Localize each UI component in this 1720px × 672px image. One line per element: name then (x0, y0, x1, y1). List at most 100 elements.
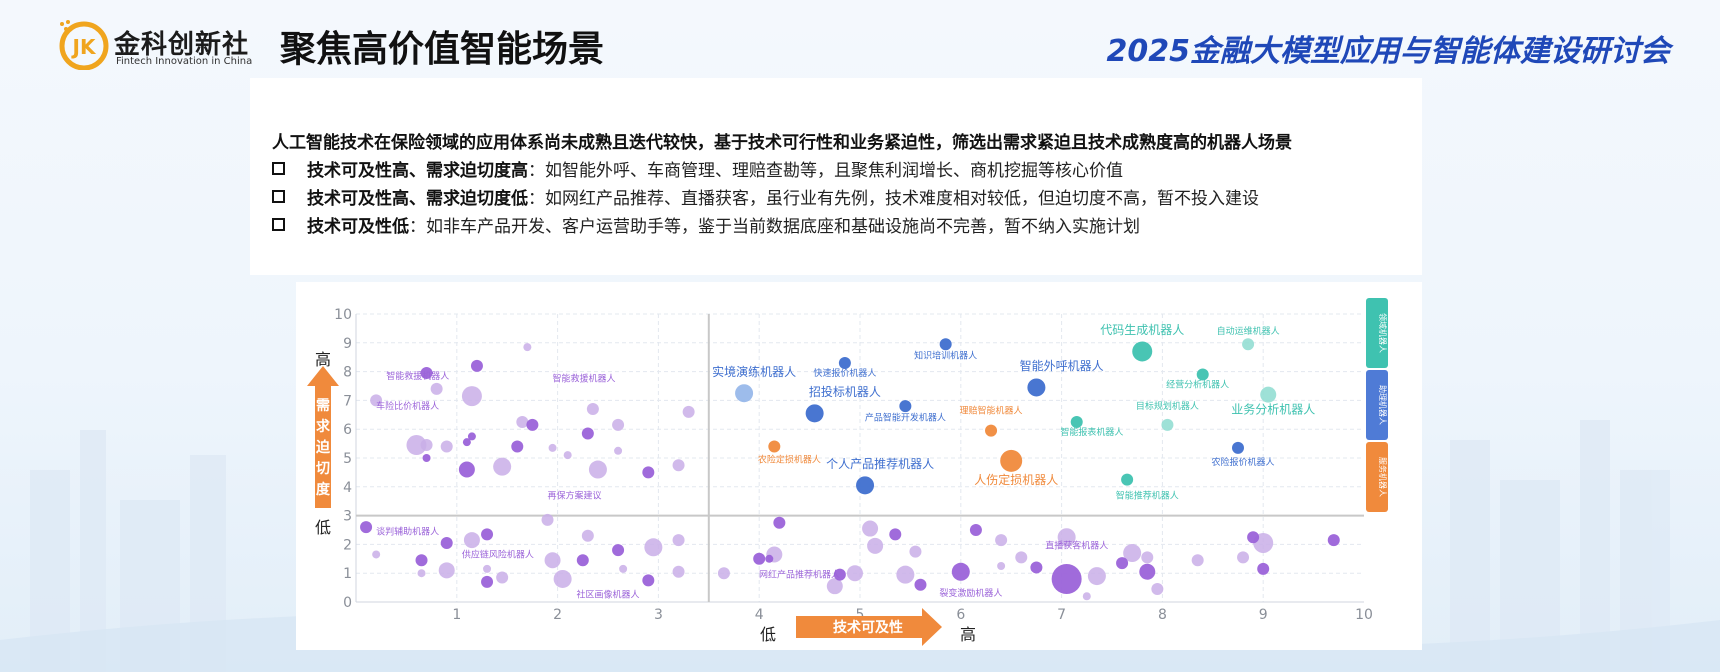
bullet-heading: 技术可及性高、需求迫切度高 (307, 161, 528, 181)
point-label: 谈判辅助机器人 (376, 525, 439, 537)
data-point (372, 550, 381, 559)
legend-swatch (1366, 298, 1388, 368)
data-point (1087, 567, 1106, 586)
data-point (516, 416, 529, 428)
bullet-square-icon (272, 190, 285, 203)
data-point (586, 403, 599, 416)
data-point (1123, 544, 1142, 563)
data-point (463, 532, 480, 549)
data-point (889, 528, 902, 541)
point-label: 车险比价机器人 (376, 400, 439, 412)
data-point (969, 524, 982, 536)
data-point (995, 534, 1008, 547)
point-label: 目标规划机器人 (1136, 400, 1199, 412)
data-point (438, 562, 455, 579)
data-point (415, 554, 428, 567)
data-point (1232, 441, 1244, 454)
point-label: 人伤定损机器人 (974, 472, 1058, 487)
data-point (440, 536, 453, 549)
data-point (493, 457, 512, 476)
data-point (1116, 557, 1129, 570)
y-tick-label: 5 (343, 451, 352, 467)
point-label: 社区画像机器人 (576, 589, 639, 601)
data-point (458, 461, 475, 478)
chart-panel: 1 2 3 4 5 6 7 8 9 10 0 1 2 3 4 5 6 7 8 9 10 代码生成机器人 自动运维机器人 知识培… (296, 282, 1422, 650)
data-point (1260, 386, 1277, 403)
y-axis-high-label: 高 (315, 350, 331, 369)
point-label: 智能救援机器人 (386, 370, 449, 382)
data-point (612, 544, 625, 557)
data-point (1051, 563, 1082, 594)
x-tick-label: 3 (654, 607, 663, 623)
data-point (672, 534, 685, 547)
data-point (951, 562, 970, 581)
data-point (717, 567, 730, 580)
data-point (526, 418, 539, 431)
y-axis-title-char: 切 (316, 461, 330, 477)
y-tick-label: 10 (334, 307, 352, 323)
data-point (642, 574, 655, 587)
x-axis-low-label: 低 (760, 625, 776, 644)
data-point (1015, 551, 1028, 564)
data-point (1057, 528, 1076, 547)
data-point (1139, 563, 1156, 580)
data-point (1030, 561, 1043, 574)
data-point (581, 529, 594, 542)
data-point (1247, 531, 1260, 544)
point-label: 理赔智能机器人 (960, 404, 1023, 416)
data-point (420, 367, 433, 380)
y-axis-title-char: 需 (316, 397, 330, 414)
data-point (909, 545, 922, 558)
legend-label: 服务机器人 (1378, 457, 1388, 497)
data-point (867, 537, 884, 554)
y-tick-label: 9 (343, 336, 352, 352)
x-tick-label: 7 (1057, 607, 1066, 623)
x-tick-label: 8 (1158, 607, 1167, 623)
data-point (735, 384, 754, 403)
point-label: 个人产品推荐机器人 (826, 457, 934, 471)
data-point (422, 454, 431, 462)
data-point (997, 562, 1006, 570)
data-point (470, 359, 483, 372)
point-label: 再保方案建议 (548, 489, 602, 501)
data-point (1161, 418, 1174, 431)
bullet-text: ：如网红产品推荐、直播获客，虽行业有先例，技术难度相对较低，但迫切度不高，暂不投… (528, 189, 1259, 209)
x-tick-label: 9 (1259, 607, 1268, 623)
data-point (523, 343, 532, 352)
data-point (483, 564, 492, 573)
data-point (682, 405, 695, 418)
point-label: 智能报表机器人 (1060, 426, 1123, 438)
data-point (370, 394, 383, 407)
data-point (1196, 368, 1209, 381)
data-point (406, 435, 427, 456)
x-tick-label: 2 (553, 607, 562, 623)
point-label: 业务分析机器人 (1231, 401, 1315, 416)
data-point (1242, 338, 1255, 351)
data-point (1082, 592, 1091, 601)
point-label: 农险报价机器人 (1212, 456, 1275, 468)
summary-bullet: 技术可及性低：如非车产品开发、客户运营助手等，鉴于当前数据底座和基础设施尚不完善… (272, 212, 1140, 237)
x-axis-high-label: 高 (960, 625, 976, 644)
y-tick-label: 8 (343, 365, 352, 381)
bullet-square-icon (272, 218, 285, 231)
data-point (1191, 554, 1204, 567)
data-point (541, 513, 554, 526)
priority-scatter-chart: 1 2 3 4 5 6 7 8 9 10 0 1 2 3 4 5 6 7 8 9 10 代码生成机器人 自动运维机器人知识培… (307, 298, 1388, 646)
y-axis-arrow-icon (307, 366, 339, 508)
data-point (644, 538, 663, 557)
data-point (496, 571, 509, 584)
summary-panel: 人工智能技术在保险领域的应用体系尚未成熟且迭代较快，基于技术可行性和业务紧迫性，… (250, 78, 1422, 275)
summary-bullet: 技术可及性高、需求迫切度高：如智能外呼、车商管理、理赔查勘等，且聚焦利润增长、商… (272, 156, 1123, 181)
data-point (614, 446, 623, 455)
point-label: 产品智能开发机器人 (865, 412, 946, 424)
point-label: 农险定损机器人 (758, 453, 821, 465)
data-point (753, 552, 766, 565)
x-tick-label: 4 (755, 607, 764, 623)
data-point (939, 338, 952, 351)
data-point (805, 404, 824, 423)
x-tick-label: 1 (452, 607, 461, 623)
x-axis-title: 技术可及性 (833, 619, 903, 636)
y-tick-label: 4 (343, 480, 352, 496)
data-point (672, 565, 685, 578)
point-label: 自动运维机器人 (1217, 325, 1280, 337)
